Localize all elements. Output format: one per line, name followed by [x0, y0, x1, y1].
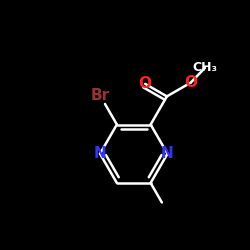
Text: O: O [184, 75, 197, 90]
Text: CH₃: CH₃ [192, 61, 218, 74]
Text: Br: Br [90, 88, 110, 103]
Text: N: N [161, 146, 174, 161]
Text: N: N [94, 146, 106, 161]
Text: O: O [139, 76, 152, 92]
